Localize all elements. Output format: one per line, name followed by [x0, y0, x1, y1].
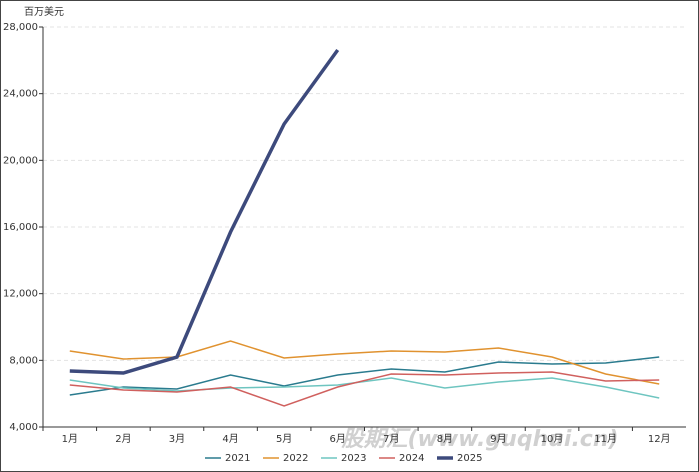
- legend-label: 2022: [283, 453, 308, 464]
- y-tick-label: 20,000: [3, 155, 38, 166]
- legend-label: 2024: [399, 453, 424, 464]
- y-tick-label: 4,000: [9, 422, 38, 433]
- x-tick-label: 4月: [222, 433, 238, 445]
- y-tick-label: 28,000: [3, 22, 38, 33]
- legend-label: 2023: [341, 453, 366, 464]
- x-tick-label: 10月: [541, 433, 564, 445]
- x-tick-label: 8月: [437, 433, 453, 445]
- x-tick-label: 3月: [169, 433, 185, 445]
- x-tick-label: 2月: [115, 433, 131, 445]
- line-series: [69, 356, 660, 396]
- x-tick-label: 6月: [330, 433, 346, 445]
- legend-label: 2021: [225, 453, 250, 464]
- x-tick-label: 1月: [62, 433, 78, 445]
- x-tick-label: 11月: [594, 433, 617, 445]
- y-tick-label: 16,000: [3, 222, 38, 233]
- y-axis-unit: 百万美元: [24, 5, 64, 18]
- legend-label: 2025: [457, 453, 482, 464]
- x-tick-label: 7月: [383, 433, 399, 445]
- watermark: 股期汇(www.guqhui.cn): [340, 427, 618, 452]
- y-tick-label: 12,000: [3, 289, 38, 300]
- y-tick-label: 8,000: [9, 355, 38, 366]
- line-series: [69, 340, 660, 385]
- x-tick-label: 5月: [276, 433, 292, 445]
- x-tick-label: 9月: [490, 433, 506, 445]
- line-series: [69, 371, 660, 407]
- y-tick-label: 24,000: [3, 89, 38, 100]
- x-tick-label: 12月: [648, 433, 671, 445]
- line-series: [69, 377, 660, 399]
- line-series: [69, 48, 340, 375]
